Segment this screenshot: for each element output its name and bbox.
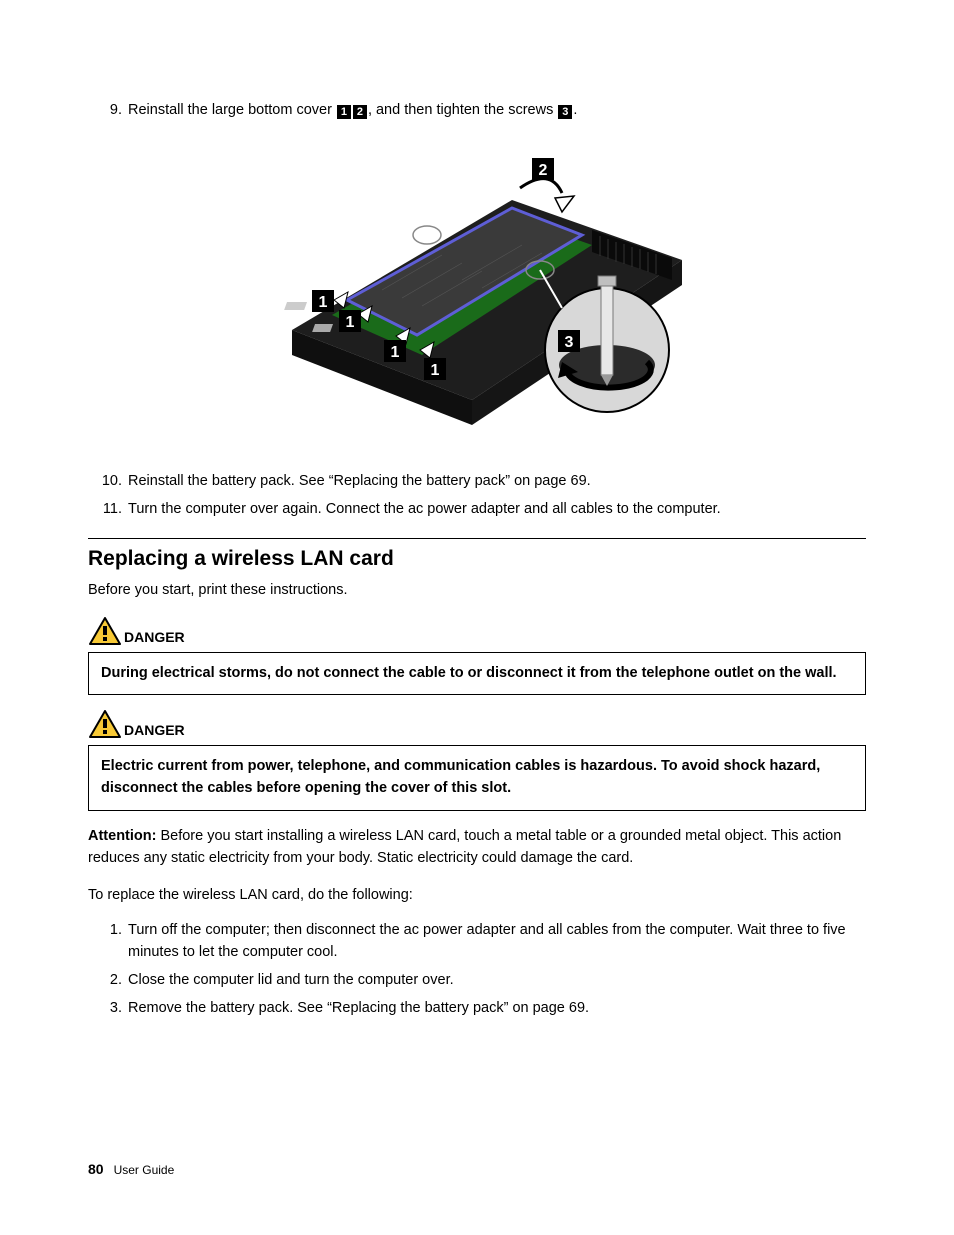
step-text: Reinstall the battery pack. See “Replaci… xyxy=(128,471,866,493)
danger-heading-2: DANGER xyxy=(88,709,866,739)
replace-step-3: 3. Remove the battery pack. See “Replaci… xyxy=(88,998,866,1020)
page: 9. Reinstall the large bottom cover 12, … xyxy=(0,0,954,1235)
danger-label: DANGER xyxy=(124,629,185,646)
step-number: 11. xyxy=(88,499,128,521)
step-9: 9. Reinstall the large bottom cover 12, … xyxy=(88,100,866,122)
arrow-2-head xyxy=(555,196,574,212)
step-9-pre: Reinstall the large bottom cover xyxy=(128,102,336,118)
danger-label: DANGER xyxy=(124,722,185,739)
figure-reinstall-cover: 2 1 1 1 1 3 xyxy=(88,140,866,445)
step-10: 10. Reinstall the battery pack. See “Rep… xyxy=(88,471,866,493)
step-9-mid: , and then tighten the screws xyxy=(368,102,557,118)
connector-1 xyxy=(284,302,307,310)
warning-icon xyxy=(88,616,122,646)
page-footer: 80 User Guide xyxy=(88,1161,174,1177)
step-text: Close the computer lid and turn the comp… xyxy=(128,970,866,992)
figure-svg: 2 1 1 1 1 3 xyxy=(262,140,692,440)
svg-text:1: 1 xyxy=(319,294,328,311)
svg-text:1: 1 xyxy=(431,362,440,379)
warning-icon xyxy=(88,709,122,739)
connector-2 xyxy=(312,324,333,332)
section-title: Replacing a wireless LAN card xyxy=(88,547,866,571)
section-intro: Before you start, print these instructio… xyxy=(88,579,866,601)
step-text: Turn the computer over again. Connect th… xyxy=(128,499,866,521)
section-rule xyxy=(88,538,866,539)
svg-text:1: 1 xyxy=(391,344,400,361)
replace-step-1: 1. Turn off the computer; then disconnec… xyxy=(88,920,866,964)
page-number: 80 xyxy=(88,1161,104,1177)
step-text: Remove the battery pack. See “Replacing … xyxy=(128,998,866,1020)
step-text: Turn off the computer; then disconnect t… xyxy=(128,920,866,964)
step-11: 11. Turn the computer over again. Connec… xyxy=(88,499,866,521)
danger-box-2: Electric current from power, telephone, … xyxy=(88,745,866,811)
replace-step-2: 2. Close the computer lid and turn the c… xyxy=(88,970,866,992)
step-text: Reinstall the large bottom cover 12, and… xyxy=(128,100,866,122)
step-number: 1. xyxy=(88,920,128,964)
attention-paragraph: Attention: Before you start installing a… xyxy=(88,825,866,870)
step-9-post: . xyxy=(573,102,577,118)
svg-text:2: 2 xyxy=(539,162,548,179)
inline-marker-2: 2 xyxy=(353,105,367,119)
screwdriver-shaft xyxy=(601,280,613,375)
attention-label: Attention: xyxy=(88,828,156,844)
screw-hole-1 xyxy=(413,226,441,244)
step-number: 2. xyxy=(88,970,128,992)
svg-text:3: 3 xyxy=(565,334,574,351)
svg-text:1: 1 xyxy=(346,314,355,331)
inline-marker-1: 1 xyxy=(337,105,351,119)
screwdriver-collar xyxy=(598,276,616,286)
inline-marker-3: 3 xyxy=(558,105,572,119)
danger-heading-1: DANGER xyxy=(88,616,866,646)
attention-text: Before you start installing a wireless L… xyxy=(88,828,841,866)
replace-intro: To replace the wireless LAN card, do the… xyxy=(88,884,866,906)
danger-box-1: During electrical storms, do not connect… xyxy=(88,652,866,696)
step-number: 3. xyxy=(88,998,128,1020)
step-number: 10. xyxy=(88,471,128,493)
step-number: 9. xyxy=(88,100,128,122)
footer-title: User Guide xyxy=(114,1163,175,1177)
